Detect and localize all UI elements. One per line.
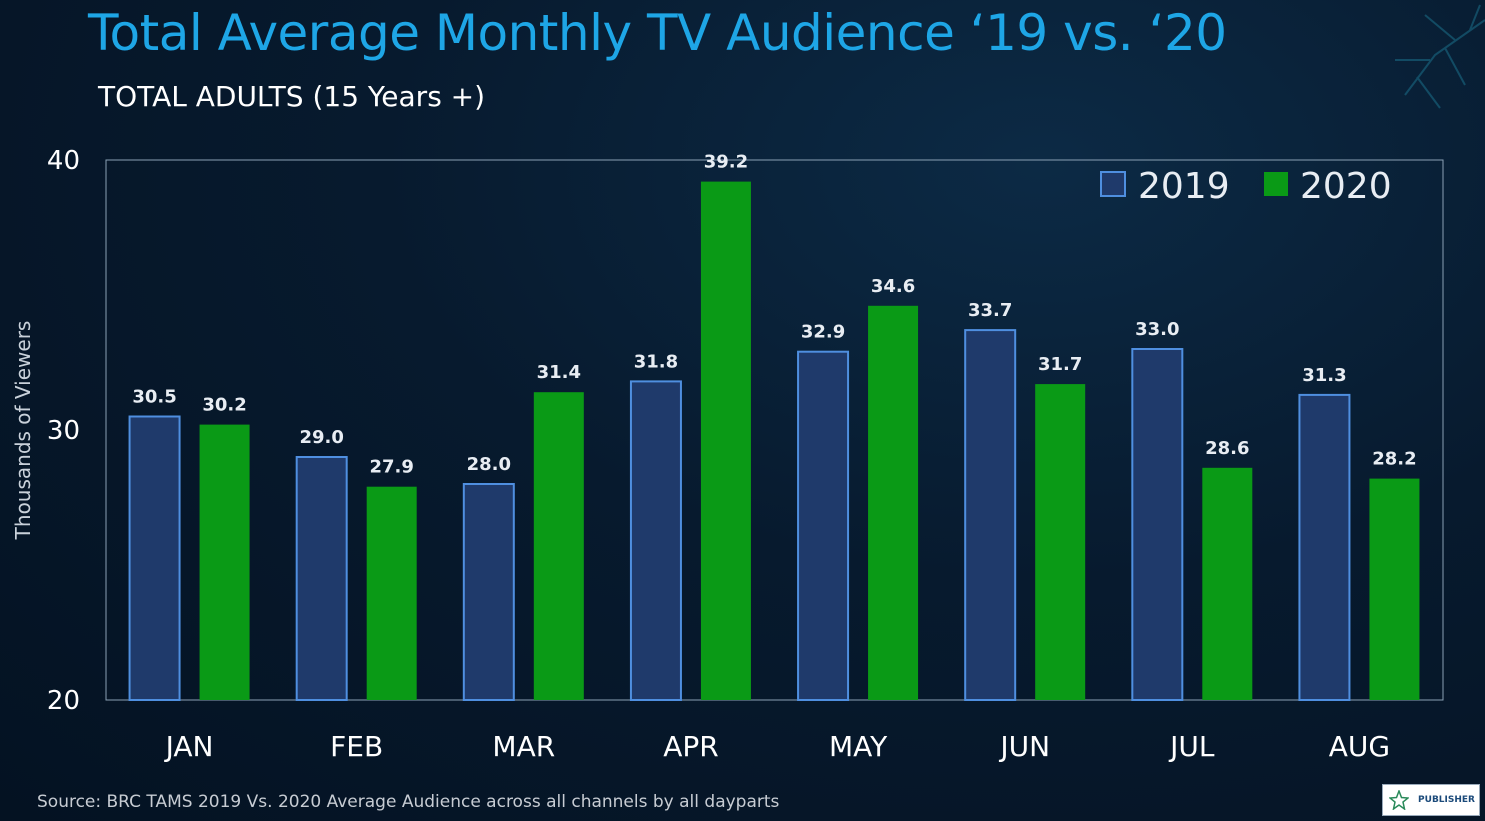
y-axis-label: Thousands of Viewers [11, 321, 35, 541]
value-label-2020-apr: 39.2 [704, 152, 748, 173]
x-tick-label-jun: JUN [998, 730, 1050, 763]
x-axis-tick-labels: JAN FEB MAR APR MAY JUN JUL AUG [164, 730, 1390, 763]
value-label-2020-feb: 27.9 [369, 457, 413, 478]
bar-2019-aug [1298, 393, 1351, 701]
publisher-logo: PUBLISHER [1382, 784, 1480, 816]
bar-2020-mar [533, 392, 584, 700]
x-tick-label-apr: APR [663, 730, 719, 763]
value-label-2020-may: 34.6 [871, 276, 915, 297]
bar-2019-may [797, 350, 850, 701]
bar-2019-jul [1131, 348, 1184, 701]
plot-frame [105, 159, 1444, 701]
value-label-2020-aug: 28.2 [1372, 449, 1416, 470]
legend-swatch-2020 [1264, 172, 1288, 196]
bar-2020-apr [700, 181, 751, 701]
x-tick-label-jul: JUL [1168, 730, 1215, 763]
chart-title: Total Average Monthly TV Audience ‘19 vs… [88, 4, 1227, 62]
x-tick-label-jan: JAN [164, 730, 214, 763]
legend-swatch-2019 [1100, 171, 1126, 197]
bar-2020-jul [1202, 467, 1253, 700]
value-label-2019-aug: 31.3 [1302, 365, 1346, 386]
bar-2020-jan [199, 424, 250, 700]
value-label-2020-jun: 31.7 [1038, 354, 1082, 375]
value-label-2019-jun: 33.7 [968, 300, 1012, 321]
bar-2020-feb [366, 486, 417, 700]
y-tick-label-30: 30 [47, 416, 80, 446]
bar-2020-aug [1369, 478, 1420, 700]
value-label-2019-may: 32.9 [801, 322, 845, 343]
x-tick-label-may: MAY [829, 730, 888, 763]
source-note: Source: BRC TAMS 2019 Vs. 2020 Average A… [37, 792, 780, 812]
value-label-2020-mar: 31.4 [537, 362, 581, 383]
y-axis-tick-labels: 20 30 40 [47, 146, 80, 716]
value-labels-group: 30.5 30.2 29.0 27.9 28.0 31.4 31.8 39.2 32.9 34.6… [132, 152, 1416, 478]
chart-subtitle: TOTAL ADULTS (15 Years +) [98, 80, 486, 113]
legend-label-2019: 2019 [1138, 166, 1230, 207]
bars-group [128, 181, 1420, 701]
y-tick-label-20: 20 [47, 686, 80, 716]
x-tick-label-aug: AUG [1329, 730, 1390, 763]
bar-2019-feb [295, 456, 348, 701]
value-label-2019-feb: 29.0 [299, 427, 343, 448]
bar-2019-mar [462, 483, 515, 701]
bar-2019-jan [128, 415, 181, 701]
bar-2020-may [868, 305, 919, 700]
bar-2020-jun [1035, 384, 1086, 700]
logo-text: PUBLISHER [1418, 795, 1475, 805]
bar-2019-apr [629, 380, 682, 701]
value-label-2020-jul: 28.6 [1205, 438, 1249, 459]
value-label-2019-jan: 30.5 [132, 387, 176, 408]
y-tick-label-40: 40 [47, 146, 80, 176]
value-label-2019-mar: 28.0 [467, 454, 511, 475]
x-tick-label-mar: MAR [492, 730, 555, 763]
value-label-2020-jan: 30.2 [202, 395, 246, 416]
bar-2019-jun [964, 329, 1017, 701]
value-label-2019-jul: 33.0 [1135, 319, 1179, 340]
legend-label-2020: 2020 [1300, 166, 1392, 207]
coral-decoration [1395, 4, 1485, 109]
star-icon [1389, 790, 1409, 810]
legend: 2019 2020 [1100, 166, 1392, 207]
x-tick-label-feb: FEB [330, 730, 383, 763]
value-label-2019-apr: 31.8 [634, 351, 678, 372]
